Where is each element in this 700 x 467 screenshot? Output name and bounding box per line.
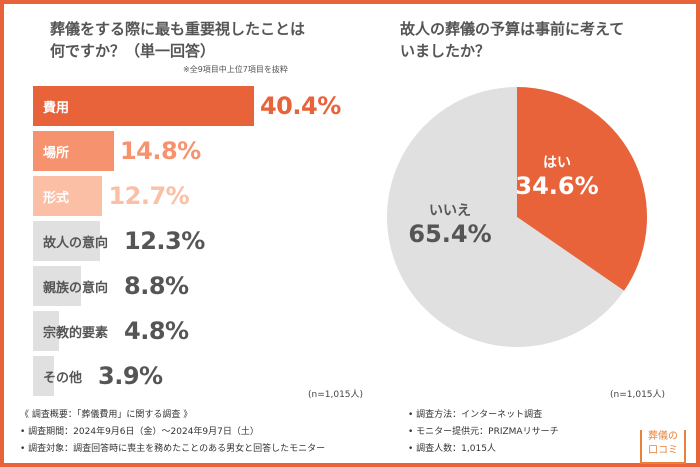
- bar-row: 費用 40.4%: [33, 86, 341, 126]
- bar-row: その他 3.9%: [33, 356, 341, 396]
- pie-slice: [517, 86, 648, 291]
- logo-text: 葬儀の: [648, 431, 678, 442]
- footer-line: • 調査対象：調査回答時に喪主を務めたことのある男女と回答したモニター: [20, 444, 326, 454]
- pie-value: 34.6%: [515, 172, 599, 200]
- bar-value-label: 12.3%: [124, 227, 205, 255]
- bar-chart: 費用 40.4% 場所 14.8% 形式 12.7% 故人の意向 12.3% 親族の意向 8.8%…: [33, 86, 341, 401]
- footer-left: 《 調査概要：「葬儀費用」に関する調査 》 • 調査期間：2024年9月6日（金…: [20, 407, 325, 458]
- bar-value-label: 12.7%: [108, 182, 190, 210]
- bar: [33, 86, 254, 126]
- bar-value-label: 8.8%: [124, 272, 189, 300]
- bar-category-label: 故人の意向: [43, 235, 109, 251]
- title-line: いましたか？: [400, 42, 491, 60]
- bar: [33, 311, 60, 351]
- footer-right: • 調査方法：インターネット調査 • モニター提供元：PRIZMAリサーチ • …: [408, 407, 559, 458]
- footer-line: • 調査人数：1,015人: [408, 444, 496, 454]
- bar-value-label: 4.8%: [124, 317, 189, 345]
- bar-cell: 形式: [33, 176, 103, 216]
- bar-cell: 宗教的要素: [33, 311, 118, 351]
- footer-line: • 調査方法：インターネット調査: [408, 410, 543, 420]
- footer-line: • 調査期間：2024年9月6日（金）～2024年9月7日（土）: [20, 427, 259, 437]
- bar-row: 故人の意向 12.3%: [33, 221, 341, 261]
- bar-cell: 費用: [33, 86, 254, 126]
- left-note: ※全9項目中上位7項目を抜粋: [183, 65, 288, 74]
- footer-line: 《 調査概要：「葬儀費用」に関する調査 》: [20, 410, 193, 420]
- bar-value-label: 40.4%: [259, 92, 341, 120]
- bar-row: 場所 14.8%: [33, 131, 341, 171]
- bar-value-label: 3.9%: [98, 362, 163, 390]
- bar-category-label: 場所: [43, 145, 70, 161]
- bar-category-label: 形式: [43, 190, 70, 206]
- bar: [33, 176, 103, 216]
- pie-category: いいえ: [428, 203, 471, 219]
- footer-line: • モニター提供元：PRIZMAリサーチ: [408, 427, 559, 437]
- logo-text: 口コミ: [648, 445, 678, 456]
- pie-label-no: いいえ 65.4%: [408, 200, 491, 248]
- bar: [33, 221, 101, 261]
- bar: [33, 266, 82, 306]
- bar: [33, 131, 114, 171]
- bar-cell: 故人の意向: [33, 221, 118, 261]
- bar-category-label: その他: [43, 370, 83, 386]
- bar-cell: その他: [33, 356, 92, 396]
- logo: 葬儀の 口コミ: [640, 430, 686, 464]
- right-chart-title: 故人の葬儀の予算は事前に考えて いましたか？: [400, 18, 624, 62]
- bar-cell: 親族の意向: [33, 266, 118, 306]
- bar-category-label: 費用: [43, 100, 70, 116]
- left-chart-title: 葬儀をする際に最も重要視したことは 何ですか？（単一回答）: [50, 18, 305, 62]
- right-sample-size: (n=1,015人): [610, 390, 666, 400]
- bar-row: 宗教的要素 4.8%: [33, 311, 341, 351]
- bar-category-label: 親族の意向: [43, 280, 109, 296]
- pie-slice: [387, 87, 625, 347]
- title-line: 何ですか？（単一回答）: [50, 42, 216, 60]
- bar-cell: 場所: [33, 131, 114, 171]
- title-line: 故人の葬儀の予算は事前に考えて: [400, 20, 625, 38]
- pie-label-yes: はい 34.6%: [515, 152, 598, 200]
- bar-row: 形式 12.7%: [33, 176, 341, 216]
- title-line: 葬儀をする際に最も重要視したことは: [50, 20, 306, 38]
- bar-value-label: 14.8%: [119, 137, 201, 165]
- pie-category: はい: [542, 155, 571, 171]
- left-sample-size: (n=1,015人): [308, 390, 364, 400]
- bar: [33, 356, 55, 396]
- bar-row: 親族の意向 8.8%: [33, 266, 341, 306]
- bar-category-label: 宗教的要素: [43, 325, 109, 341]
- pie-value: 65.4%: [408, 220, 492, 248]
